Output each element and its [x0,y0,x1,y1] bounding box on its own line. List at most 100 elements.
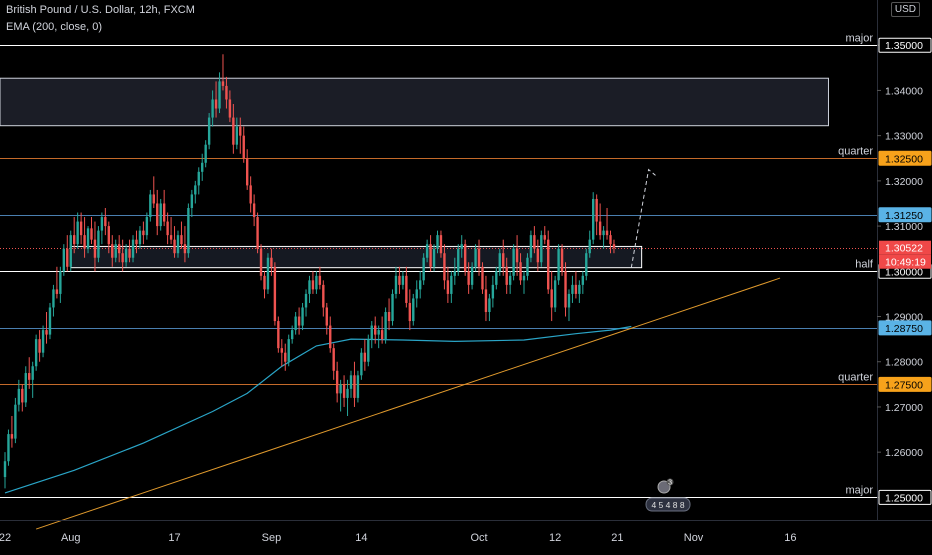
candle-body [567,293,571,308]
candle-body [540,235,543,263]
candle-body [149,194,152,218]
y-tick-label: 1.31000 [885,221,923,233]
candle-body [605,230,609,236]
x-tick-label: 22 [0,532,11,544]
candle-body [581,275,585,285]
candle-body [111,244,114,258]
candle-body [557,248,560,281]
candle-body [346,388,349,398]
level-badge-5[interactable]: 1.27500 [878,376,932,392]
last-price-value: 1.30522 [885,243,923,255]
x-tick-label: 16 [784,532,796,544]
candle-body [62,248,66,272]
candle-body [159,203,162,227]
x-tick-label: 17 [168,532,180,544]
zone-rect-1[interactable] [70,245,643,269]
event-flag-badge: 3 [668,480,672,487]
event-flag-icon[interactable] [657,480,671,494]
candle-body [228,99,232,118]
projection-path[interactable] [630,168,656,268]
candle-body [585,253,588,276]
level-badge-label: 1.27500 [885,379,923,391]
x-tick-label: 14 [355,532,367,544]
candle-body [135,239,138,245]
y-tick-label: 1.26000 [885,447,923,459]
candle-body [93,239,97,258]
candle-body [450,275,453,294]
candle-body [256,217,259,249]
candle-body [55,289,59,294]
candle-body [405,275,408,303]
candle-body [166,221,169,236]
candle-body [391,293,394,322]
candle-body [128,248,131,258]
candle-body [207,117,211,145]
level-badge-label: 1.31250 [885,210,923,222]
price-axis[interactable] [0,0,932,521]
candle-body [142,230,145,236]
candle-body [332,348,335,371]
candle-body [533,235,536,249]
candle-body [304,293,308,308]
candle-body [353,375,356,398]
candle-body [380,330,384,340]
candle-body [512,248,515,276]
candle-body [325,307,328,326]
event-flag[interactable]: 3 4 5 4 8 8 [645,478,691,512]
candle-body [571,284,574,294]
candle-body [152,194,155,204]
level-badge-6[interactable]: 1.25000 [878,489,932,505]
countdown-bg [879,254,931,269]
candle-body [560,248,564,272]
candle-body [41,330,45,353]
candle-body [612,244,616,248]
candle-body [79,221,83,236]
level-badge-bg [878,320,932,336]
x-tick-label: 21 [611,532,623,544]
candle-body [31,366,34,380]
level-badge-0[interactable]: 1.35000 [878,37,932,53]
candle-body [363,352,367,362]
candle-body [287,339,290,362]
candle-body [335,370,339,394]
chart-title[interactable]: British Pound / U.S. Dollar, 12h, FXCM [6,4,195,16]
candle-body [543,235,546,240]
event-flag-badge-dot [666,478,674,486]
candle-body [408,302,412,322]
ema-line[interactable] [4,325,632,494]
axis-labels-layer: 1.35000 1.34000 1.33000 1.32000 1.31000 1.300… [877,37,932,505]
candle-body [412,298,415,322]
candle-body [138,230,142,245]
currency-label[interactable]: USD [890,2,920,17]
event-flag-label: 4 5 4 8 8 [651,500,684,510]
candle-body [446,280,450,294]
time-axis[interactable]: 22 Aug 17 Sep 14 Oct 12 21 Nov 16 [0,532,797,544]
candle-body [249,185,252,204]
candle-body [308,280,311,294]
candle-body [339,384,342,394]
level-badge-1[interactable]: 1.32500 [878,150,932,166]
trendline[interactable] [35,277,781,530]
candle-body [453,271,456,276]
candle-body [477,248,481,267]
candle-body [297,316,301,326]
candle-body [204,144,207,163]
candle-body [73,235,76,245]
candle-body [470,266,474,285]
candle-body [97,230,100,258]
level-badge-2[interactable]: 1.31250 [878,207,932,223]
zone-rect-0[interactable] [0,77,829,127]
candle-body [180,235,183,245]
candle-body [602,230,605,236]
candle-body [488,298,491,312]
last-price-badge[interactable]: 1.30522 10:49:19 [879,240,931,269]
level-badge-4[interactable]: 1.28750 [878,320,932,336]
candle-body [592,198,595,240]
candle-body [550,289,553,308]
candle-body [547,239,550,290]
candle-body [59,271,62,294]
candle-body [162,203,166,222]
indicator-legend[interactable]: EMA (200, close, 0) [6,21,102,33]
